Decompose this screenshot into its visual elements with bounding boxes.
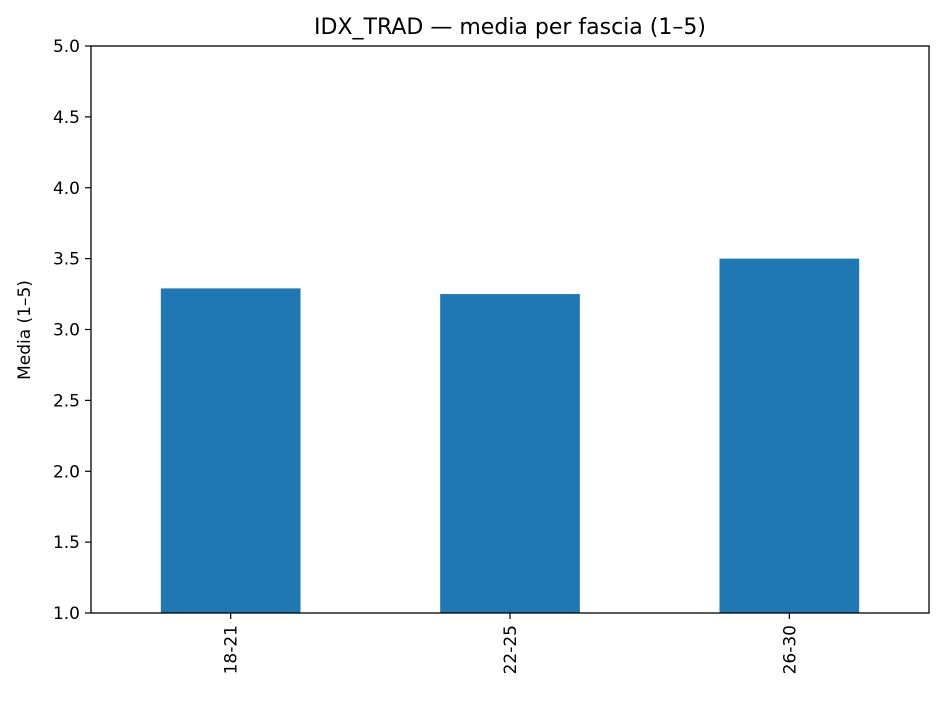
y-tick-label: 2.5 bbox=[53, 391, 80, 411]
bar-18-21 bbox=[160, 288, 301, 613]
y-tick-label: 1.5 bbox=[53, 533, 80, 553]
plot-frame bbox=[90, 45, 930, 614]
y-tick-label: 1.0 bbox=[53, 604, 80, 624]
x-tick-label: 18-21 bbox=[222, 625, 242, 674]
y-tick-label: 4.5 bbox=[53, 108, 80, 128]
bars-group bbox=[160, 258, 860, 613]
y-tick-label: 4.0 bbox=[53, 179, 80, 199]
y-tick-label: 3.5 bbox=[53, 250, 80, 270]
y-tick-label: 3.0 bbox=[53, 321, 80, 341]
bar-22-25 bbox=[440, 294, 580, 613]
y-tick-label: 2.0 bbox=[53, 462, 80, 482]
x-tick-label: 22-25 bbox=[501, 625, 521, 674]
x-axis-ticks: 18-21 22-25 26-30 bbox=[222, 613, 800, 674]
y-tick-label: 5.0 bbox=[53, 37, 80, 57]
y-axis-label: Media (1–5) bbox=[15, 280, 35, 380]
chart-title: IDX_TRAD — media per fascia (1–5) bbox=[314, 15, 706, 40]
x-tick-label: 26-30 bbox=[780, 625, 800, 674]
y-axis-ticks: 1.0 1.5 2.0 2.5 3.0 3.5 4.0 4.5 5.0 bbox=[53, 37, 91, 624]
bar-26-30 bbox=[719, 258, 860, 613]
